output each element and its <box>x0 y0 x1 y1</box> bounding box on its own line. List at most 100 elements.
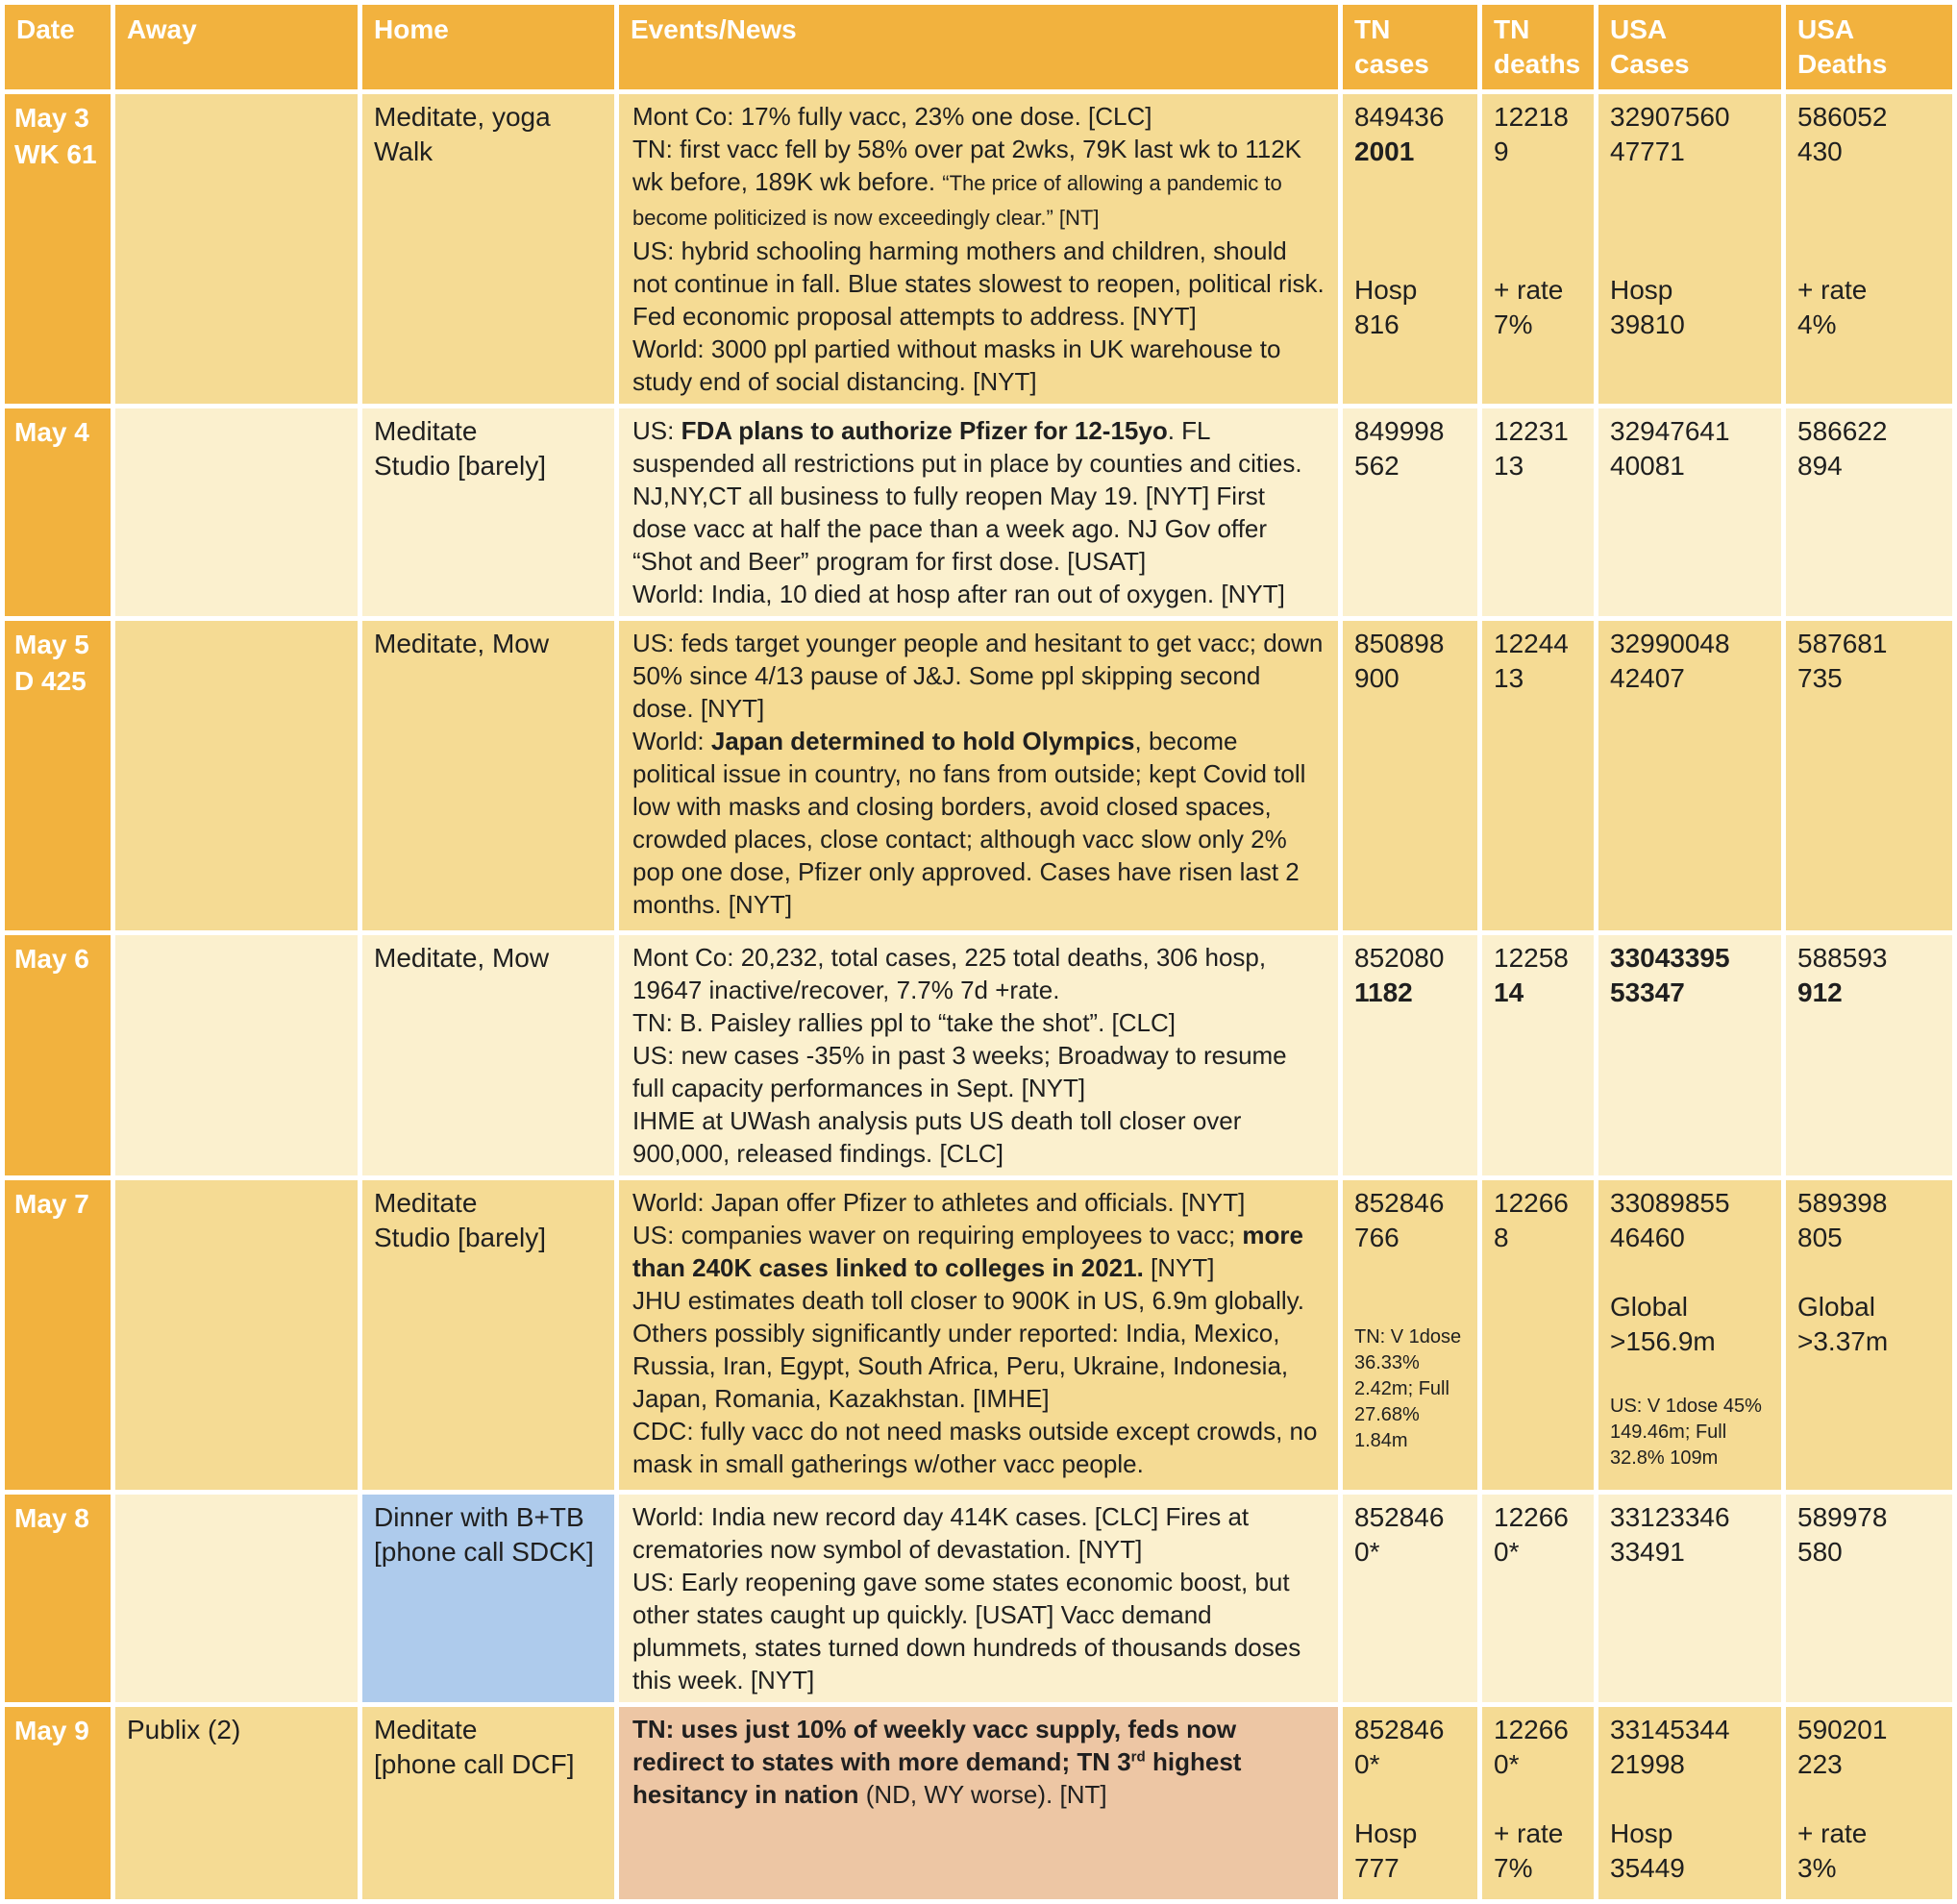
col-header-home: Home <box>362 5 614 89</box>
stat-line: 223 <box>1797 1749 1843 1779</box>
date-cell-may-3: May 3 WK 61 <box>5 94 111 404</box>
blank-line <box>1354 238 1466 273</box>
stat-line: 894 <box>1797 451 1843 481</box>
stat-line: 32990048 <box>1610 629 1730 658</box>
stat-line: 149.46m; Full <box>1610 1422 1727 1443</box>
stat-line: 7% <box>1494 1853 1533 1883</box>
date-line: May 7 <box>14 1189 89 1219</box>
date-cell-may-5: May 5 D 425 <box>5 621 111 930</box>
events-paragraph: IHME at UWash analysis puts US death tol… <box>632 1104 1325 1170</box>
usa-deaths-cell-may-8: 589978 580 <box>1786 1495 1952 1702</box>
events-paragraph: US: new cases -35% in past 3 weeks; Broa… <box>632 1039 1325 1104</box>
events-paragraph: JHU estimates death toll closer to 900K … <box>632 1284 1325 1415</box>
stat-line: 40081 <box>1610 451 1685 481</box>
text-run: World: 3000 ppl partied without masks in… <box>632 334 1281 396</box>
tn-cases-cell-may-8: 852846 0* <box>1343 1495 1477 1702</box>
events-paragraph: US: feds target younger people and hesit… <box>632 627 1325 725</box>
events-cell-may-6: Mont Co: 20,232, total cases, 225 total … <box>619 935 1338 1175</box>
blank-line <box>1354 1255 1466 1290</box>
away-cell-may-4 <box>115 408 358 616</box>
usa-cases-cell-may-6: 33043395 53347 <box>1598 935 1781 1175</box>
text-run: World: <box>632 727 711 755</box>
home-line: Dinner with B+TB <box>374 1502 584 1532</box>
stat-line: + rate <box>1494 1818 1564 1848</box>
events-cell-may-7: World: Japan offer Pfizer to athletes an… <box>619 1180 1338 1490</box>
stat-line: 1182 <box>1354 977 1413 1007</box>
stat-line: 46460 <box>1610 1223 1685 1252</box>
stat-line: 735 <box>1797 663 1843 693</box>
blank-line <box>1494 204 1582 238</box>
stat-line: 1.84m <box>1354 1430 1408 1451</box>
usa-deaths-cell-may-7: 589398 805 Global >3.37m <box>1786 1180 1952 1490</box>
stat-line: 32.8% 109m <box>1610 1447 1719 1469</box>
col-header-usa_deaths: USA Deaths <box>1786 5 1952 89</box>
events-paragraph: CDC: fully vacc do not need masks outsid… <box>632 1415 1325 1480</box>
stat-line: 0* <box>1494 1537 1520 1567</box>
stat-line: 33491 <box>1610 1537 1685 1567</box>
date-cell-may-6: May 6 <box>5 935 111 1175</box>
text-run: World: India new record day 414K cases. … <box>632 1502 1250 1564</box>
stat-line: TN: V 1dose <box>1354 1326 1462 1348</box>
blank-line <box>1354 1782 1466 1817</box>
stat-line: 2.42m; Full <box>1354 1378 1449 1399</box>
events-paragraph: US: FDA plans to authorize Pfizer for 12… <box>632 414 1325 578</box>
stat-line: + rate <box>1494 275 1564 305</box>
stat-line: 590201 <box>1797 1715 1888 1744</box>
tn-deaths-cell-may-6: 12258 14 <box>1482 935 1594 1175</box>
tn-cases-cell-may-7: 852846 766 TN: V 1dose 36.33% 2.42m; Full 27… <box>1343 1180 1477 1490</box>
stat-line: 852080 <box>1354 943 1445 973</box>
stat-line: 12244 <box>1494 629 1569 658</box>
stat-line: 805 <box>1797 1223 1843 1252</box>
stat-line: 4% <box>1797 309 1837 339</box>
events-paragraph: World: 3000 ppl partied without masks in… <box>632 333 1325 398</box>
stat-line: 33089855 <box>1610 1188 1730 1218</box>
table-row-may-7: May 7 Meditate Studio [barely] World: Japan… <box>5 1180 1952 1490</box>
stat-line: 33043395 <box>1610 943 1730 973</box>
stat-line: 9 <box>1494 136 1509 166</box>
date-cell-may-9: May 9 <box>5 1707 111 1899</box>
stat-line: 900 <box>1354 663 1400 693</box>
date-line: May 3 <box>14 103 89 133</box>
events-paragraph: World: India new record day 414K cases. … <box>632 1500 1325 1566</box>
tn-cases-cell-may-6: 852080 1182 <box>1343 935 1477 1175</box>
stat-line: 816 <box>1354 309 1400 339</box>
text-run: Mont Co: 20,232, total cases, 225 total … <box>632 943 1267 1004</box>
events-paragraph: TN: uses just 10% of weekly vacc supply,… <box>632 1713 1325 1811</box>
home-line: Meditate <box>374 1188 478 1218</box>
stat-line: 580 <box>1797 1537 1843 1567</box>
home-line: [phone call SDCK] <box>374 1537 594 1567</box>
col-header-tn_deaths: TN deaths <box>1482 5 1594 89</box>
blank-line <box>1797 169 1941 204</box>
stat-line: + rate <box>1797 275 1868 305</box>
stat-line: 2001 <box>1354 136 1415 166</box>
table-row-may-5: May 5 D 425 Meditate, Mow US: feds target y… <box>5 621 1952 930</box>
stat-line: Global <box>1797 1292 1875 1322</box>
tn-deaths-cell-may-5: 12244 13 <box>1482 621 1594 930</box>
stat-line: 12258 <box>1494 943 1569 973</box>
home-line: Studio [barely] <box>374 1223 546 1252</box>
blank-line <box>1797 1255 1941 1290</box>
blank-line <box>1610 1359 1770 1394</box>
stat-line: 13 <box>1494 451 1524 481</box>
stat-line: + rate <box>1797 1818 1868 1848</box>
text-run: US: new cases -35% in past 3 weeks; Broa… <box>632 1041 1287 1102</box>
events-cell-may-4: US: FDA plans to authorize Pfizer for 12… <box>619 408 1338 616</box>
stat-line: 32907560 <box>1610 102 1730 132</box>
stat-line: 852846 <box>1354 1188 1445 1218</box>
blank-line <box>1354 1290 1466 1324</box>
blank-line <box>1797 204 1941 238</box>
usa-cases-cell-may-8: 33123346 33491 <box>1598 1495 1781 1702</box>
text-run: JHU estimates death toll closer to 900K … <box>632 1286 1304 1413</box>
events-paragraph: US: Early reopening gave some states eco… <box>632 1566 1325 1696</box>
stat-line: 589398 <box>1797 1188 1888 1218</box>
blank-line <box>1610 1255 1770 1290</box>
home-cell-may-3: Meditate, yoga Walk <box>362 94 614 404</box>
stat-line: 430 <box>1797 136 1843 166</box>
stat-line: 7% <box>1494 309 1533 339</box>
tn-cases-cell-may-3: 849436 2001 Hosp 816 <box>1343 94 1477 404</box>
text-run: [NYT] <box>1143 1253 1215 1282</box>
stat-line: 12218 <box>1494 102 1569 132</box>
text-run: , become political issue in country, no … <box>632 727 1306 919</box>
stat-line: 3% <box>1797 1853 1837 1883</box>
